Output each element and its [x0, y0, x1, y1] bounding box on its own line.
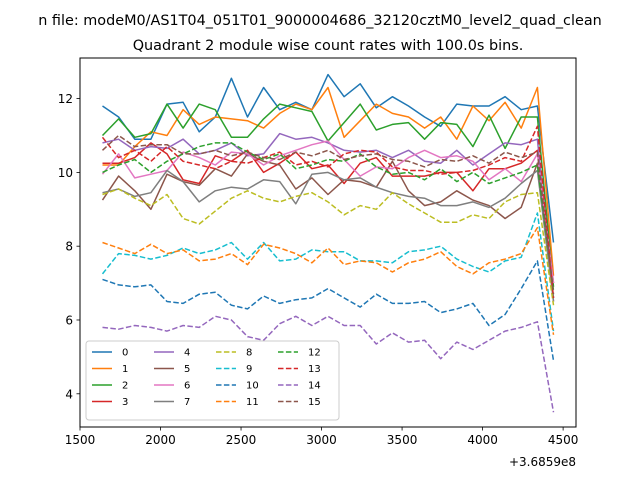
series-line-6 — [101, 140, 555, 284]
series-line-10 — [102, 260, 555, 361]
x-tick-label: 1500 — [65, 433, 96, 447]
legend-box — [85, 340, 340, 421]
series-line-8 — [102, 188, 555, 306]
y-tick-label: 10 — [58, 166, 73, 180]
legend-label-12: 12 — [308, 348, 321, 359]
series-line-7 — [102, 169, 555, 302]
legend-label-3: 3 — [122, 397, 128, 408]
y-tick-label: 6 — [65, 313, 73, 327]
x-tick-label: 3000 — [306, 433, 337, 447]
legend-label-15: 15 — [308, 397, 321, 408]
x-tick-label: 4500 — [548, 433, 579, 447]
series-line-13 — [101, 125, 555, 298]
x-axis: 1500 2000 2500 3000 3500 4000 4500 — [65, 427, 579, 447]
plot-lines — [101, 73, 555, 413]
x-tick-label: 3500 — [387, 433, 418, 447]
legend-label-5: 5 — [184, 364, 190, 375]
legend-label-10: 10 — [246, 381, 259, 392]
plot-frame — [79, 57, 577, 428]
y-tick-label: 8 — [65, 240, 73, 254]
legend-label-8: 8 — [246, 348, 252, 359]
series-line-1 — [102, 86, 555, 276]
legend-label-1: 1 — [122, 364, 128, 375]
legend-label-7: 7 — [184, 397, 190, 408]
y-tick-label: 4 — [65, 387, 73, 401]
series-line-0 — [102, 73, 555, 243]
series-line-5 — [101, 153, 555, 298]
x-offset-label: +3.6859e8 — [509, 455, 576, 469]
x-tick-label: 2500 — [226, 433, 257, 447]
figure-suptitle: n file: modeM0/AS1T04_051T01_9000004686_… — [38, 13, 602, 29]
legend-label-11: 11 — [246, 397, 259, 408]
series-line-3 — [102, 142, 555, 284]
series-line-12 — [102, 142, 555, 291]
legend-label-4: 4 — [184, 348, 190, 359]
x-tick-label: 2000 — [145, 433, 176, 447]
legend-label-9: 9 — [246, 364, 252, 375]
legend-label-14: 14 — [308, 381, 321, 392]
legend-label-13: 13 — [308, 364, 321, 375]
y-axis: 4 6 8 10 12 — [58, 92, 80, 401]
series-line-11 — [102, 226, 555, 335]
series-line-14 — [102, 315, 555, 413]
y-tick-label: 12 — [58, 92, 73, 106]
legend-label-0: 0 — [122, 348, 128, 359]
series-line-4 — [102, 132, 555, 302]
legend-label-6: 6 — [184, 381, 190, 392]
legend-label-2: 2 — [122, 381, 128, 392]
chart-title: Quadrant 2 module wise count rates with … — [133, 38, 524, 54]
x-tick-label: 4000 — [467, 433, 498, 447]
